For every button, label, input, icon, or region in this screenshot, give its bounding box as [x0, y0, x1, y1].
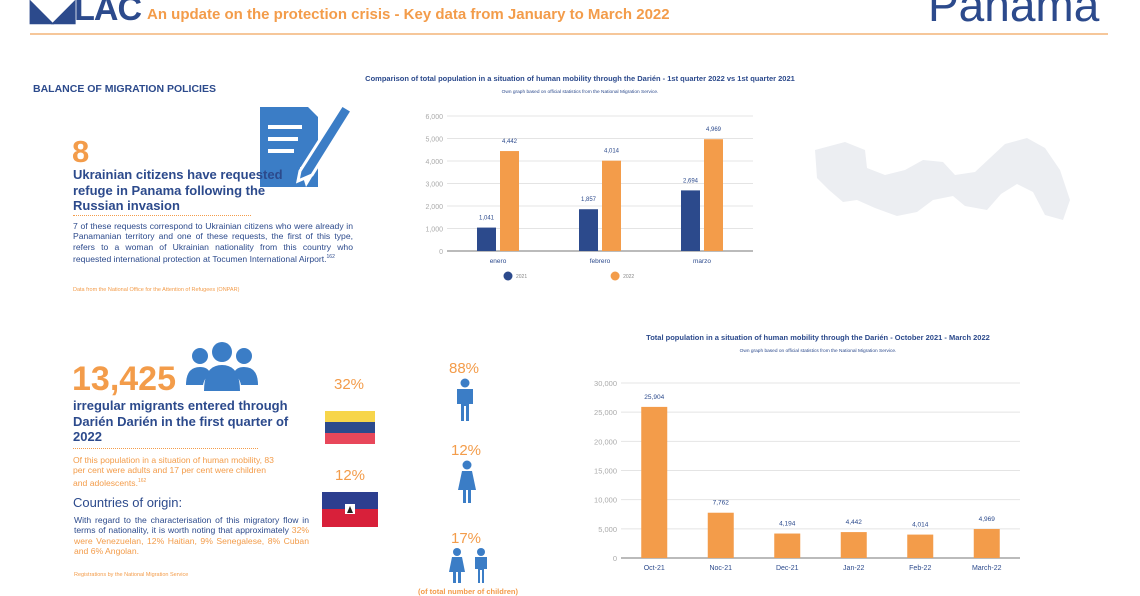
bar-Total: [973, 529, 1000, 558]
data-label: 25,904: [644, 394, 664, 401]
ukraine-body-text: 7 of these requests correspond to Ukrain…: [73, 221, 353, 264]
haiti-pct: 12%: [335, 467, 366, 484]
x-tick-label: Feb-22: [909, 565, 931, 572]
adult-person-icon: [457, 378, 473, 421]
data-label: 7,762: [713, 500, 730, 507]
origin-body-text: With regard to the characterisation of t…: [74, 515, 309, 536]
footnote: 162: [326, 253, 335, 260]
logo: ◣◢LAC: [30, 0, 142, 29]
adults-pct: 88%: [449, 360, 480, 377]
ukraine-body: 7 of these requests correspond to Ukrain…: [73, 221, 353, 264]
bar-2022: [704, 139, 723, 251]
y-tick-label: 0: [439, 249, 443, 256]
people-group-icon: [186, 342, 258, 391]
girl-person-icon: [458, 460, 476, 503]
y-tick-label: 6,000: [425, 114, 443, 121]
y-tick-label: 20,000: [594, 437, 617, 446]
y-tick-label: 30,000: [594, 379, 617, 388]
data-label: 2,694: [683, 178, 699, 184]
bar-2021: [477, 227, 496, 251]
document-edit-icon: [260, 102, 354, 187]
origin-title: Countries of origin:: [73, 495, 183, 510]
data-label: 1,857: [581, 197, 597, 203]
data-label: 4,194: [779, 521, 796, 528]
data-label: 4,442: [846, 519, 863, 526]
bar-Total: [707, 512, 734, 558]
y-tick-label: 2,000: [425, 204, 443, 211]
bar-2022: [500, 151, 519, 251]
x-tick-label: marzo: [693, 258, 711, 265]
data-label: 4,014: [912, 522, 929, 529]
darien-number: 13,425: [72, 360, 176, 398]
bar-Total: [907, 534, 934, 558]
x-tick-label: enero: [490, 258, 507, 265]
x-tick-label: Oct-21: [644, 565, 665, 572]
darien-body: Of this population in a situation of hum…: [73, 455, 278, 488]
legend-label: 2021: [516, 274, 527, 280]
haiti-flag: [322, 492, 378, 527]
y-tick-label: 3,000: [425, 182, 443, 189]
girls-pct: 12%: [451, 442, 482, 459]
venezuela-flag: [325, 411, 375, 444]
chart2-subtitle: Own graph based on official statistics f…: [739, 349, 897, 354]
y-tick-label: 0: [613, 554, 617, 563]
y-tick-label: 4,000: [425, 159, 443, 166]
x-tick-label: Noc-21: [709, 565, 732, 572]
logo-text: LAC: [74, 0, 142, 28]
header-divider: [30, 33, 1108, 35]
chart1-title: Comparison of total population in a situ…: [365, 74, 795, 83]
chart2-title: Total population in a situation of human…: [646, 333, 990, 342]
bar-Total: [840, 532, 867, 558]
bar-2021: [681, 190, 700, 251]
bar-2022: [602, 160, 621, 251]
data-label: 4,442: [502, 139, 518, 145]
legend-marker: [503, 271, 513, 281]
y-tick-label: 5,000: [425, 137, 443, 144]
ukraine-source: Data from the National Office for the At…: [73, 287, 240, 293]
section-title: BALANCE OF MIGRATION POLICIES: [33, 83, 216, 95]
x-tick-label: febrero: [590, 258, 611, 265]
divider: [73, 215, 251, 216]
venezuela-pct: 32%: [334, 376, 365, 393]
children-note: (of total number of children): [418, 587, 518, 596]
legend-marker: [610, 271, 620, 281]
origin-body: With regard to the characterisation of t…: [74, 515, 309, 556]
children-icon: [449, 548, 487, 583]
y-tick-label: 5,000: [598, 525, 617, 534]
panama-map: [815, 138, 1070, 220]
x-tick-label: Dec-21: [776, 565, 799, 572]
page-title: An update on the protection crisis - Key…: [147, 6, 670, 23]
origin-highlight: 32% were Venezuelan, 12% Haitian, 9% Sen…: [74, 525, 309, 556]
bar-Total: [774, 533, 801, 558]
legend-label: 2022: [623, 274, 634, 280]
data-label: 4,969: [979, 516, 996, 523]
chart2: 0 5,000 10,000 15,000 20,000 25,000 30,000 Oct-…: [594, 379, 1020, 572]
children-pct: 17%: [451, 530, 482, 547]
darien-source: Registrations by the National Migration …: [74, 572, 189, 578]
chart1-subtitle: Own graph based on official statistics f…: [501, 90, 659, 95]
darien-lead: irregular migrants entered through Darié…: [73, 398, 289, 444]
x-tick-label: Jan-22: [843, 565, 865, 572]
y-tick-label: 25,000: [594, 408, 617, 417]
country-title: Panama: [928, 0, 1100, 31]
footnote: 162: [137, 477, 147, 484]
ukraine-lead: Ukrainian citizens have requested refuge…: [73, 167, 283, 213]
divider: [73, 448, 258, 449]
y-tick-label: 15,000: [594, 467, 617, 476]
data-label: 4,969: [706, 127, 722, 133]
data-label: 1,041: [479, 216, 495, 222]
y-tick-label: 1,000: [425, 227, 443, 234]
darien-body-text: Of this population in a situation of hum…: [73, 455, 274, 488]
ukraine-number: 8: [72, 134, 90, 169]
bar-2021: [579, 209, 598, 251]
x-tick-label: March-22: [972, 565, 1002, 572]
data-label: 4,014: [604, 149, 620, 155]
bar-Total: [641, 406, 668, 558]
y-tick-label: 10,000: [594, 496, 617, 505]
chart1: 0 1,000 2,000 3,000 4,000 5,000 6,000 enero 1,04…: [425, 114, 753, 281]
